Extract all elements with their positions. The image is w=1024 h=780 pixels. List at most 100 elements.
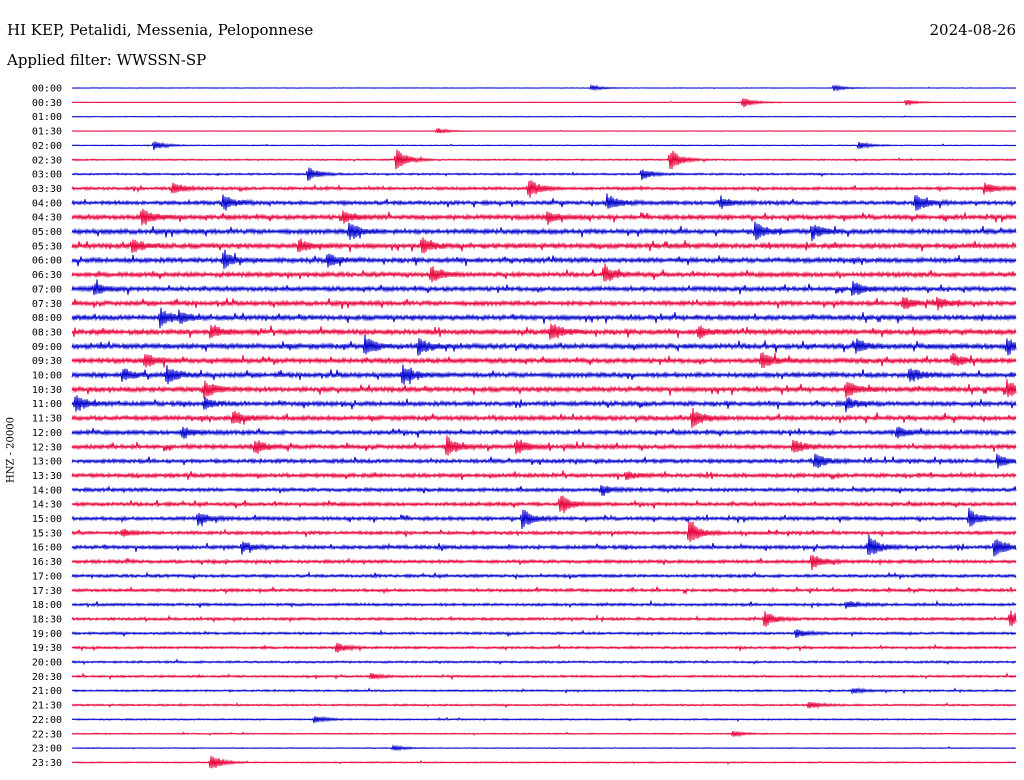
trace-line [71, 521, 1017, 543]
trace-line [71, 193, 1017, 211]
trace-line [71, 208, 1017, 226]
trace-line [71, 470, 1017, 481]
time-tick-label: 21:30 [32, 701, 62, 712]
plot-date: 2024-08-26 [929, 21, 1016, 39]
time-tick-label: 14:00 [32, 485, 62, 496]
time-tick-label: 01:00 [32, 112, 62, 123]
time-tick-label: 01:30 [32, 127, 62, 138]
trace-line [71, 701, 1017, 710]
time-tick-label: 15:30 [32, 528, 62, 539]
trace-line [71, 730, 1017, 738]
time-tick-label: 08:00 [32, 313, 62, 324]
time-tick-label: 09:00 [32, 342, 62, 353]
time-tick-label: 05:30 [32, 241, 62, 252]
trace-line [71, 323, 1017, 340]
time-tick-label: 18:00 [32, 600, 62, 611]
trace-line [71, 279, 1017, 296]
time-tick-label: 10:00 [32, 371, 62, 382]
time-tick-label: 04:00 [32, 198, 62, 209]
trace-line [71, 221, 1017, 242]
trace-line [71, 534, 1017, 557]
trace-line [71, 426, 1017, 439]
trace-line [71, 167, 1017, 181]
time-tick-label: 13:30 [32, 471, 62, 482]
time-tick-label: 11:00 [32, 399, 62, 410]
time-tick-label: 10:30 [32, 385, 62, 396]
trace-line [71, 658, 1017, 666]
time-tick-label: 03:30 [32, 184, 62, 195]
time-tick-label: 02:00 [32, 141, 62, 152]
time-tick-label: 16:30 [32, 557, 62, 568]
trace-line [71, 756, 1017, 769]
trace-line [71, 98, 1017, 108]
trace-line [71, 237, 1017, 254]
trace-line [71, 115, 1017, 118]
time-tick-label: 19:30 [32, 643, 62, 654]
trace-line [71, 379, 1017, 399]
trace-line [71, 352, 1017, 368]
trace-line [71, 599, 1017, 610]
trace-line [71, 407, 1017, 429]
trace-line [71, 263, 1017, 283]
time-tick-label: 11:30 [32, 414, 62, 425]
time-tick-label: 05:00 [32, 227, 62, 238]
trace-line [71, 141, 1017, 150]
trace-line [71, 629, 1017, 639]
time-tick-label: 23:00 [32, 744, 62, 755]
trace-line [71, 149, 1017, 170]
trace-line [71, 686, 1017, 695]
trace-line [71, 610, 1017, 627]
time-tick-label: 15:00 [32, 514, 62, 525]
time-tick-label: 09:30 [32, 356, 62, 367]
trace-line [71, 744, 1017, 752]
trace-line [71, 453, 1017, 469]
time-tick-label: 22:00 [32, 715, 62, 726]
trace-line [71, 570, 1017, 581]
time-tick-label: 06:30 [32, 270, 62, 281]
time-tick-label: 16:00 [32, 543, 62, 554]
time-tick-label: 07:30 [32, 299, 62, 310]
time-tick-label: 03:00 [32, 170, 62, 181]
time-tick-label: 17:00 [32, 571, 62, 582]
station-title: HI KEP, Petalidi, Messenia, Peloponnese [7, 21, 314, 39]
trace-line [71, 485, 1017, 497]
trace-line [71, 179, 1017, 198]
trace-line [71, 334, 1017, 356]
time-tick-label: 19:00 [32, 629, 62, 640]
time-tick-label: 20:30 [32, 672, 62, 683]
trace-line [71, 554, 1017, 571]
trace-line [71, 435, 1017, 456]
time-tick-label: 21:00 [32, 686, 62, 697]
time-tick-label: 23:30 [32, 758, 62, 769]
trace-line [71, 249, 1017, 270]
time-tick-label: 12:00 [32, 428, 62, 439]
trace-line [71, 507, 1017, 530]
time-tick-label: 00:00 [32, 84, 62, 95]
time-tick-label: 12:30 [32, 442, 62, 453]
trace-line [71, 307, 1017, 329]
time-tick-label: 14:30 [32, 500, 62, 511]
trace-line [71, 395, 1017, 413]
trace-line [71, 585, 1017, 596]
trace-line [71, 715, 1017, 724]
time-tick-label: 13:00 [32, 457, 62, 468]
trace-line [71, 83, 1017, 92]
filter-label: Applied filter: WWSSN-SP [7, 51, 207, 69]
time-tick-label: 04:30 [32, 213, 62, 224]
time-tick-label: 17:30 [32, 586, 62, 597]
time-tick-label: 06:00 [32, 256, 62, 267]
trace-line [71, 672, 1017, 681]
time-tick-label: 18:30 [32, 614, 62, 625]
time-tick-label: 00:30 [32, 98, 62, 109]
trace-line [71, 296, 1017, 311]
time-tick-label: 20:00 [32, 658, 62, 669]
trace-line [71, 364, 1017, 385]
time-tick-label: 02:30 [32, 155, 62, 166]
trace-line [71, 127, 1017, 134]
time-tick-label: 07:00 [32, 284, 62, 295]
time-tick-label: 08:30 [32, 327, 62, 338]
trace-line [71, 642, 1017, 653]
trace-line [71, 495, 1017, 514]
time-tick-label: 22:30 [32, 729, 62, 740]
